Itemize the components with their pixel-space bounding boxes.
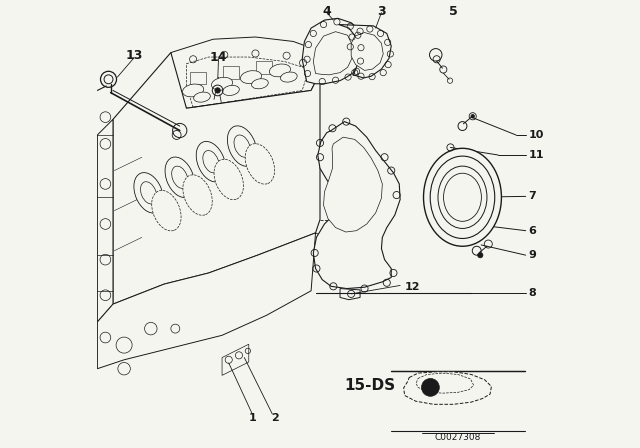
Ellipse shape — [245, 144, 275, 184]
Ellipse shape — [182, 84, 204, 97]
Ellipse shape — [223, 86, 239, 95]
Ellipse shape — [172, 166, 188, 188]
Ellipse shape — [152, 190, 181, 231]
Polygon shape — [302, 18, 365, 84]
Ellipse shape — [269, 64, 291, 77]
Ellipse shape — [430, 156, 495, 238]
Polygon shape — [171, 37, 320, 108]
Ellipse shape — [252, 79, 268, 89]
Text: 8: 8 — [529, 288, 536, 298]
Text: 1: 1 — [248, 413, 256, 422]
Ellipse shape — [194, 92, 211, 102]
Polygon shape — [222, 344, 249, 375]
Polygon shape — [189, 72, 205, 84]
Ellipse shape — [141, 182, 157, 204]
Polygon shape — [97, 233, 316, 369]
Ellipse shape — [234, 135, 250, 157]
Text: 5: 5 — [449, 4, 458, 17]
Polygon shape — [223, 66, 239, 79]
Text: 2: 2 — [271, 413, 279, 422]
Text: 13: 13 — [125, 49, 143, 62]
Text: 9: 9 — [529, 250, 536, 260]
Ellipse shape — [444, 173, 481, 221]
Polygon shape — [339, 25, 391, 78]
Text: 11: 11 — [529, 150, 544, 160]
Polygon shape — [416, 373, 474, 393]
Ellipse shape — [134, 172, 163, 213]
Text: 10: 10 — [529, 130, 544, 140]
Circle shape — [471, 115, 474, 118]
Ellipse shape — [241, 71, 262, 83]
Ellipse shape — [203, 151, 219, 173]
Ellipse shape — [196, 142, 226, 182]
Text: 12: 12 — [404, 282, 420, 292]
Polygon shape — [113, 52, 320, 304]
Circle shape — [215, 88, 220, 93]
Ellipse shape — [211, 78, 232, 90]
Ellipse shape — [165, 157, 195, 198]
Polygon shape — [97, 119, 113, 322]
Text: 15-DS: 15-DS — [344, 378, 396, 392]
Text: 7: 7 — [529, 191, 536, 202]
Polygon shape — [324, 137, 382, 232]
Circle shape — [477, 253, 483, 258]
Text: 3: 3 — [377, 4, 386, 17]
Polygon shape — [340, 289, 360, 300]
Ellipse shape — [424, 148, 501, 246]
Ellipse shape — [438, 166, 487, 228]
Ellipse shape — [280, 72, 297, 82]
Text: 14: 14 — [210, 51, 227, 64]
Polygon shape — [257, 61, 273, 73]
Ellipse shape — [214, 159, 243, 200]
Ellipse shape — [227, 126, 257, 166]
Polygon shape — [314, 121, 400, 289]
Circle shape — [422, 379, 439, 396]
Polygon shape — [314, 32, 352, 75]
Polygon shape — [351, 33, 383, 70]
Polygon shape — [404, 372, 492, 404]
Ellipse shape — [183, 175, 212, 215]
Text: 6: 6 — [529, 226, 536, 236]
Text: C0027308: C0027308 — [435, 433, 481, 442]
Text: 4: 4 — [323, 4, 331, 17]
